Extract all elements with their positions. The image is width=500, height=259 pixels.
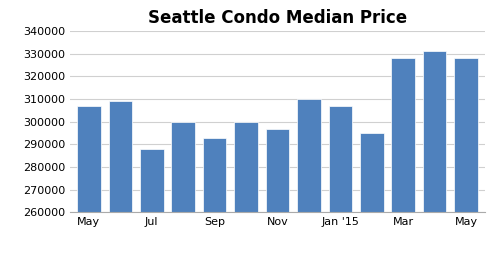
Bar — [266, 128, 289, 259]
Bar — [203, 138, 226, 259]
Bar — [172, 122, 195, 259]
Title: Seattle Condo Median Price: Seattle Condo Median Price — [148, 9, 407, 27]
Bar — [392, 58, 415, 259]
Bar — [140, 149, 164, 259]
Bar — [297, 99, 320, 259]
Bar — [108, 101, 132, 259]
Bar — [454, 58, 478, 259]
Bar — [423, 52, 446, 259]
Bar — [328, 106, 352, 259]
Bar — [77, 106, 100, 259]
Bar — [234, 122, 258, 259]
Bar — [360, 133, 384, 259]
